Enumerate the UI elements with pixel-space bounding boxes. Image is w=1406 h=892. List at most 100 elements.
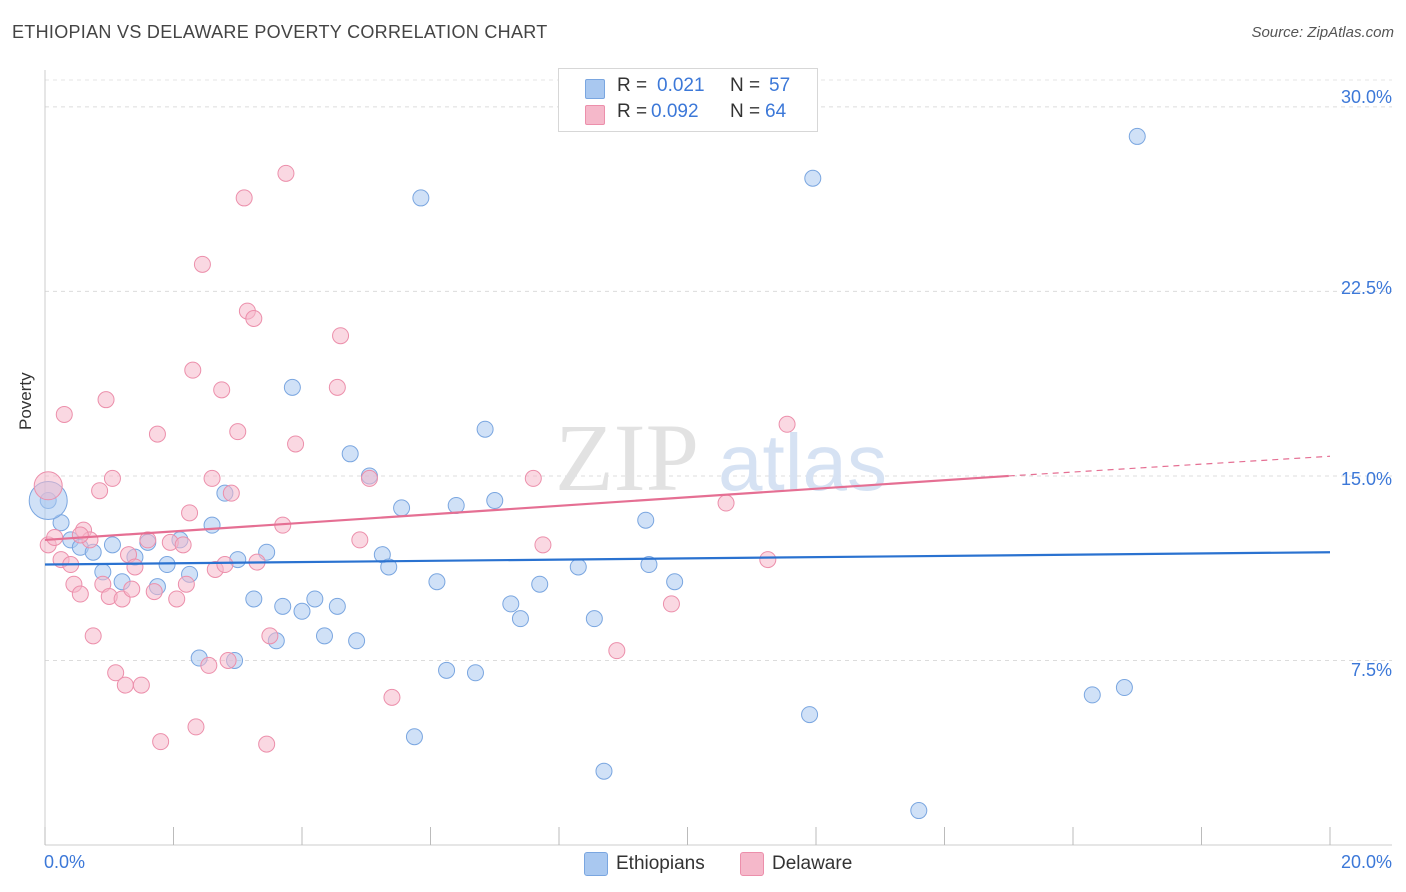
- ethiopians-point: [531, 575, 549, 593]
- ethiopians-point: [801, 706, 819, 724]
- ethiopians-point: [405, 728, 423, 746]
- x-tick-label-end: 20.0%: [1340, 852, 1392, 872]
- ethiopians-point: [438, 661, 456, 679]
- ethiopians-point: [341, 445, 359, 463]
- delaware-point: [360, 469, 378, 487]
- ethiopians-point: [293, 602, 311, 620]
- delaware-point: [132, 676, 150, 694]
- r-label: R =: [617, 75, 648, 96]
- delaware-point: [245, 309, 263, 327]
- delaware-point: [261, 627, 279, 645]
- delaware-point: [219, 651, 237, 669]
- ethiopians-point: [637, 511, 655, 529]
- delaware-point: [608, 642, 626, 660]
- ethiopians-point: [428, 573, 446, 591]
- ethiopians-trend-line: [44, 551, 1331, 566]
- delaware-swatch: [740, 852, 764, 876]
- delaware-point: [126, 558, 144, 576]
- y-tick-label: 30.0%: [1340, 87, 1392, 107]
- y-tick-label: 7.5%: [1350, 660, 1392, 680]
- delaware-point: [258, 735, 276, 753]
- delaware-point: [534, 536, 552, 554]
- delaware-point: [145, 583, 163, 601]
- series-legend: Ethiopians Delaware: [0, 852, 1406, 878]
- ethiopians-point: [274, 597, 292, 615]
- delaware-point: [222, 484, 240, 502]
- legend-label: Delaware: [772, 853, 853, 874]
- ethiopians-swatch: [585, 79, 605, 99]
- ethiopians-point: [595, 762, 613, 780]
- ethiopians-point: [476, 420, 494, 438]
- delaware-point: [383, 688, 401, 706]
- delaware-point: [181, 504, 199, 522]
- ethiopians-point: [328, 597, 346, 615]
- ethiopians-point: [245, 590, 263, 608]
- delaware-point: [662, 595, 680, 613]
- r-value: 0.092: [651, 101, 699, 122]
- ethiopians-point: [1083, 686, 1101, 704]
- delaware-point: [524, 469, 542, 487]
- delaware-point: [717, 494, 735, 512]
- delaware-point: [759, 551, 777, 569]
- ethiopians-point: [283, 378, 301, 396]
- chart-source: Source: ZipAtlas.com: [1251, 24, 1394, 41]
- delaware-point: [123, 580, 141, 598]
- delaware-point: [328, 378, 346, 396]
- delaware-point: [213, 381, 231, 399]
- delaware-point: [235, 189, 253, 207]
- delaware-point: [168, 590, 186, 608]
- ethiopians-point: [348, 632, 366, 650]
- n-label: N =: [730, 101, 761, 122]
- delaware-point: [174, 536, 192, 554]
- y-tick-label: 15.0%: [1340, 469, 1392, 489]
- n-value: 57: [769, 75, 791, 96]
- ethiopians-point: [640, 556, 658, 574]
- delaware-point: [107, 664, 125, 682]
- legend-label: Ethiopians: [616, 853, 705, 874]
- ethiopians-point: [910, 802, 928, 820]
- watermark-zip: ZIP: [555, 404, 699, 511]
- ethiopians-point: [412, 189, 430, 207]
- ethiopians-point: [486, 492, 504, 510]
- delaware-point: [229, 423, 247, 441]
- ethiopians-point: [380, 558, 398, 576]
- ethiopians-point: [804, 169, 822, 187]
- delaware-trend-line: [44, 474, 1009, 542]
- delaware-point: [200, 656, 218, 674]
- ethiopians-point: [511, 610, 529, 628]
- delaware-point: [778, 415, 796, 433]
- ethiopians-swatch: [584, 852, 608, 876]
- delaware-point: [97, 391, 115, 409]
- stats-legend: R = 0.021 N = 57 R = 0.092 N = 64: [558, 68, 818, 132]
- delaware-point: [184, 361, 202, 379]
- y-tick-label: 22.5%: [1340, 278, 1392, 298]
- ethiopians-point: [666, 573, 684, 591]
- ethiopians-point: [1115, 679, 1133, 697]
- chart-title: ETHIOPIAN VS DELAWARE POVERTY CORRELATIO…: [12, 22, 548, 42]
- n-value: 64: [765, 101, 787, 122]
- delaware-point: [148, 425, 166, 443]
- delaware-point: [71, 526, 89, 544]
- delaware-point: [277, 164, 295, 182]
- r-value: 0.021: [657, 75, 705, 96]
- ethiopians-point: [158, 556, 176, 574]
- n-label: N =: [730, 75, 761, 96]
- r-label: R =: [617, 101, 648, 122]
- delaware-point: [139, 531, 157, 549]
- ethiopians-point: [103, 536, 121, 554]
- ethiopians-point: [447, 496, 465, 514]
- delaware-point: [152, 733, 170, 751]
- delaware-point: [103, 469, 121, 487]
- ethiopians-point: [466, 664, 484, 682]
- ethiopians-point: [1128, 127, 1146, 145]
- delaware-point: [203, 469, 221, 487]
- delaware-point: [71, 585, 89, 603]
- ethiopians-point: [569, 558, 587, 576]
- x-tick-label-start: 0.0%: [44, 852, 86, 872]
- delaware-point: [216, 556, 234, 574]
- delaware-point: [116, 676, 134, 694]
- delaware-point: [193, 255, 211, 273]
- ethiopians-point: [306, 590, 324, 608]
- ethiopians-point: [502, 595, 520, 613]
